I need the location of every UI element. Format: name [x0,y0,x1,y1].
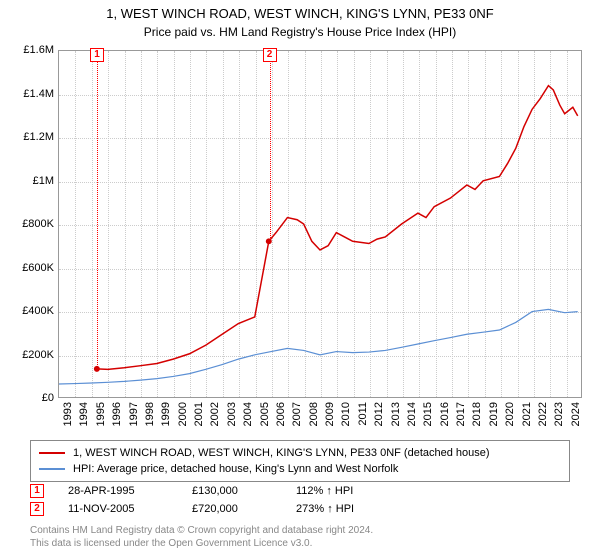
legend: 1, WEST WINCH ROAD, WEST WINCH, KING'S L… [30,440,570,482]
marker-box: 2 [263,48,277,62]
x-tick-label: 2018 [471,402,483,432]
marker-dot [266,238,272,244]
footer-attribution: Contains HM Land Registry data © Crown c… [30,524,570,550]
x-tick-label: 2015 [422,402,434,432]
y-tick-label: £200K [4,349,54,361]
event-price: £130,000 [192,485,272,497]
x-tick-label: 2002 [209,402,221,432]
x-tick-label: 2005 [259,402,271,432]
x-tick-label: 1998 [144,402,156,432]
x-tick-label: 2019 [488,402,500,432]
chart-container: 1, WEST WINCH ROAD, WEST WINCH, KING'S L… [0,0,600,560]
event-marker: 2 [30,502,44,516]
legend-row: HPI: Average price, detached house, King… [39,461,561,477]
event-price: £720,000 [192,503,272,515]
x-tick-label: 2001 [193,402,205,432]
x-tick-label: 2003 [226,402,238,432]
plot-area: 12 [58,50,582,398]
event-date: 11-NOV-2005 [68,503,168,515]
x-tick-label: 2020 [504,402,516,432]
x-tick-label: 1994 [78,402,90,432]
x-tick-label: 2023 [553,402,565,432]
event-marker: 1 [30,484,44,498]
marker-dot [94,366,100,372]
y-tick-label: £1.6M [4,44,54,56]
x-tick-label: 2006 [275,402,287,432]
x-tick-label: 2014 [406,402,418,432]
x-tick-label: 1997 [128,402,140,432]
legend-label: 1, WEST WINCH ROAD, WEST WINCH, KING'S L… [73,447,490,459]
x-tick-label: 2012 [373,402,385,432]
x-tick-label: 2008 [308,402,320,432]
y-tick-label: £400K [4,305,54,317]
event-pct: 112% ↑ HPI [296,485,396,497]
marker-box: 1 [90,48,104,62]
x-tick-label: 2000 [177,402,189,432]
event-row: 2 11-NOV-2005 £720,000 273% ↑ HPI [30,500,570,518]
x-tick-label: 2004 [242,402,254,432]
y-tick-label: £800K [4,218,54,230]
line-series [59,51,581,397]
y-tick-label: £600K [4,262,54,274]
x-tick-label: 1999 [160,402,172,432]
legend-swatch [39,468,65,470]
chart-subtitle: Price paid vs. HM Land Registry's House … [0,23,600,39]
x-tick-label: 2011 [357,402,369,432]
x-tick-label: 2024 [570,402,582,432]
x-tick-label: 2013 [390,402,402,432]
x-tick-label: 2007 [291,402,303,432]
series-hpi [59,309,578,384]
x-tick-label: 2021 [521,402,533,432]
x-tick-label: 1993 [62,402,74,432]
events-table: 1 28-APR-1995 £130,000 112% ↑ HPI 2 11-NOV-20… [30,482,570,518]
event-pct: 273% ↑ HPI [296,503,396,515]
y-tick-label: £0 [4,392,54,404]
x-tick-label: 2016 [439,402,451,432]
footer-line-2: This data is licensed under the Open Gov… [30,537,570,550]
legend-row: 1, WEST WINCH ROAD, WEST WINCH, KING'S L… [39,445,561,461]
footer-line-1: Contains HM Land Registry data © Crown c… [30,524,570,537]
x-tick-label: 1996 [111,402,123,432]
x-tick-label: 2022 [537,402,549,432]
y-tick-label: £1M [4,175,54,187]
legend-swatch [39,452,65,454]
x-tick-label: 2009 [324,402,336,432]
y-tick-label: £1.4M [4,88,54,100]
legend-label: HPI: Average price, detached house, King… [73,463,398,475]
x-tick-label: 1995 [95,402,107,432]
y-tick-label: £1.2M [4,131,54,143]
event-date: 28-APR-1995 [68,485,168,497]
x-tick-label: 2017 [455,402,467,432]
event-row: 1 28-APR-1995 £130,000 112% ↑ HPI [30,482,570,500]
chart-title: 1, WEST WINCH ROAD, WEST WINCH, KING'S L… [0,0,600,23]
x-tick-label: 2010 [340,402,352,432]
